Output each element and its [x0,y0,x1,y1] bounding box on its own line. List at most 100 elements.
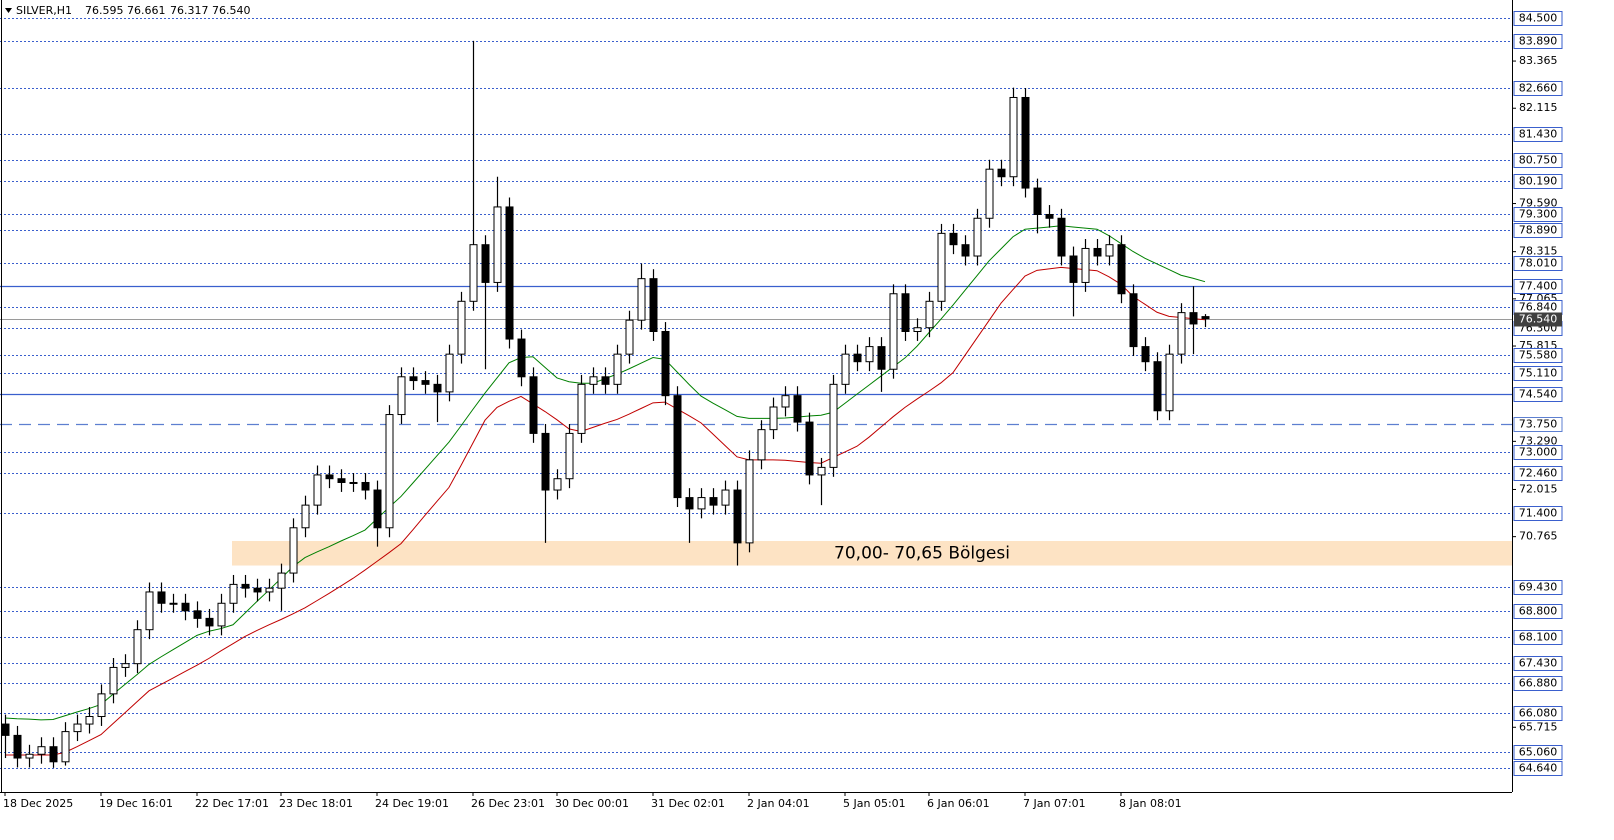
level-label: 68.800 [1519,605,1558,618]
candle-body [445,353,454,393]
candle-body [349,481,358,484]
level-label-box [1513,366,1563,381]
x-tick-label: 8 Jan 08:01 [1119,797,1182,810]
level-label: 79.300 [1519,208,1558,221]
candle-body [913,327,922,333]
candle-body [1129,293,1138,348]
level-label: 77.400 [1519,280,1558,293]
level-label: 72.460 [1519,467,1558,480]
level-label-box [1513,706,1563,721]
level-label-box [1513,127,1563,142]
candle-body [1093,247,1102,257]
candle-body [745,459,754,544]
level-label: 78.890 [1519,224,1558,237]
candle-body [805,421,814,476]
candle-body [901,293,910,333]
level-label-box [1513,445,1563,460]
candle-body [1177,312,1186,355]
candle-body [361,481,370,491]
x-tick-label: 5 Jan 05:01 [843,797,906,810]
candle-body [1153,361,1162,412]
last-price-box [1514,312,1562,327]
candle-body [301,504,310,529]
level-label: 80.190 [1519,175,1558,188]
candle-body [769,406,778,431]
candle-body [1081,247,1090,283]
level-label-box [1513,656,1563,671]
candle-body [241,583,250,589]
candle-body [1045,213,1054,219]
y-tick-label: 83.365 [1519,54,1558,67]
candle-body [1,723,10,736]
level-label-box [1513,630,1563,645]
level-label: 67.430 [1519,657,1558,670]
candle-body [961,244,970,257]
candle-body [1117,244,1126,295]
level-label: 69.430 [1519,581,1558,594]
candle-body [865,346,874,363]
menu-triangle [5,8,12,13]
candle-body [529,376,538,434]
candle-body [181,602,190,612]
y-tick-label: 73.290 [1519,434,1558,447]
candle-body [1165,353,1174,412]
level-label-box [1513,207,1563,222]
level-label-box [1513,580,1563,595]
candle-body [313,474,322,506]
candle-body [157,591,166,604]
candle-body [37,746,46,755]
candle-body [841,353,850,385]
candle-body [481,244,490,283]
candle-body [889,293,898,370]
candle-body [409,376,418,382]
level-label-box [1513,761,1563,776]
candle-body [1069,255,1078,283]
candle-body [517,338,526,378]
x-tick-label: 22 Dec 17:01 [195,797,269,810]
candle-body [253,587,262,593]
level-label-box [1513,387,1563,402]
candle-body [685,497,694,510]
level-label: 66.080 [1519,707,1558,720]
candle-body [1033,187,1042,215]
level-label: 64.640 [1519,762,1558,775]
candle-body [985,168,994,219]
candle-body [973,217,982,257]
candle-body [853,353,862,363]
level-label-box [1513,348,1563,363]
candle-body [925,300,934,329]
level-label-box [1513,34,1563,49]
level-label-box [1513,256,1563,271]
candle-body [373,489,382,529]
x-tick-label: 18 Dec 2025 [3,797,73,810]
candle-body [589,376,598,385]
x-tick-label: 26 Dec 23:01 [471,797,545,810]
y-tick-label: 70.765 [1519,530,1558,543]
candle-body [109,666,118,695]
candle-body [1201,316,1210,320]
candle-body [13,734,22,759]
candle-body [133,629,142,665]
chart-title: SILVER,H1 [16,4,72,17]
candle-body [493,206,502,283]
candle-body [289,527,298,574]
level-label-box [1513,604,1563,619]
x-tick-label: 7 Jan 07:01 [1023,797,1086,810]
candle-body [385,414,394,529]
candle-body [457,300,466,355]
candle-body [1105,244,1114,257]
marks-layer [1,40,1210,768]
candle-body [577,383,586,434]
candle-body [421,380,430,385]
candle-body [145,591,154,631]
y-tick-label: 65.715 [1519,720,1558,733]
candle-body [937,232,946,302]
level-label: 66.880 [1519,677,1558,690]
candle-body [649,278,658,333]
header-open: 76.595 [85,4,124,17]
level-label: 75.110 [1519,367,1558,380]
x-tick-label: 31 Dec 02:01 [651,797,725,810]
candle-body [217,602,226,627]
